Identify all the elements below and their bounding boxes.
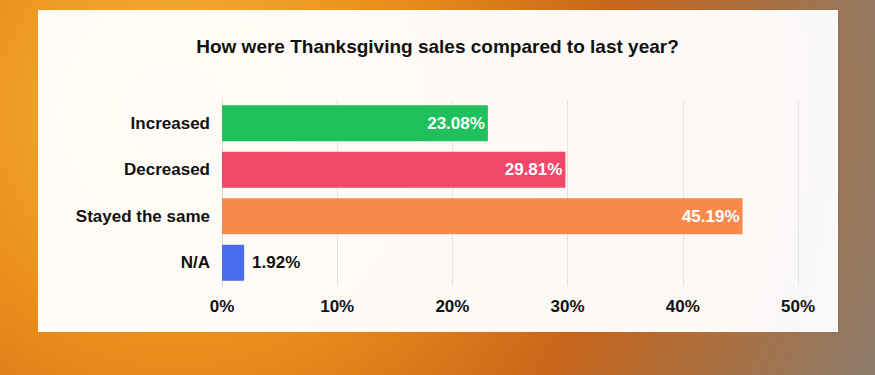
svg-text:30%: 30% xyxy=(551,297,585,316)
svg-text:40%: 40% xyxy=(666,297,700,316)
svg-text:20%: 20% xyxy=(435,297,469,316)
svg-text:50%: 50% xyxy=(781,297,815,316)
svg-text:Increased: Increased xyxy=(131,114,210,133)
svg-text:Stayed the same: Stayed the same xyxy=(76,207,210,226)
svg-text:How were Thanksgiving sales co: How were Thanksgiving sales compared to … xyxy=(196,36,679,57)
svg-text:1.92%: 1.92% xyxy=(252,253,300,272)
svg-text:29.81%: 29.81% xyxy=(505,160,563,179)
svg-text:10%: 10% xyxy=(320,297,354,316)
svg-text:45.19%: 45.19% xyxy=(682,207,740,226)
svg-text:N/A: N/A xyxy=(181,253,210,272)
svg-text:Decreased: Decreased xyxy=(124,160,210,179)
svg-text:23.08%: 23.08% xyxy=(427,114,485,133)
svg-text:0%: 0% xyxy=(210,297,235,316)
